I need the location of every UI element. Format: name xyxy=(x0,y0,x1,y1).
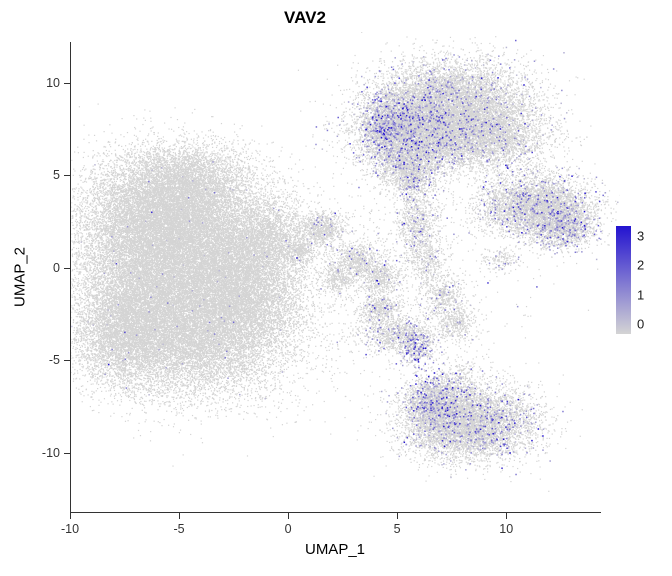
y-tick-mark xyxy=(64,267,70,269)
x-tick-label: 0 xyxy=(284,522,292,536)
legend-tick-label: 3 xyxy=(637,228,645,244)
x-tick-mark xyxy=(179,513,181,519)
x-tick-mark xyxy=(288,513,290,519)
colorbar-gradient xyxy=(616,226,631,334)
x-tick-mark xyxy=(506,513,508,519)
y-tick-label: 0 xyxy=(53,260,60,275)
x-tick-label: 5 xyxy=(393,522,401,536)
legend-tick-label: 1 xyxy=(637,287,645,303)
y-tick-mark xyxy=(64,452,70,454)
x-tick-label: 10 xyxy=(499,522,514,536)
colorbar-legend: 0 1 2 3 xyxy=(616,226,668,334)
x-tick-mark xyxy=(70,513,71,519)
x-tick-label: -5 xyxy=(173,522,185,536)
y-tick-mark xyxy=(64,175,70,177)
legend-tick-label: 0 xyxy=(637,316,645,332)
x-axis-line xyxy=(70,512,601,513)
x-tick-label: -10 xyxy=(60,522,80,536)
y-axis-line xyxy=(70,42,71,513)
y-tick-label: -10 xyxy=(41,445,60,460)
y-tick-label: 10 xyxy=(46,75,60,90)
x-axis-label: UMAP_1 xyxy=(304,541,366,558)
x-tick-mark xyxy=(397,513,399,519)
y-tick-label: 5 xyxy=(53,168,60,183)
y-axis-label: UMAP_2 xyxy=(11,246,29,308)
y-tick-mark xyxy=(64,82,70,84)
y-tick-mark xyxy=(64,360,70,362)
legend-tick-label: 2 xyxy=(637,257,645,273)
y-tick-label: -5 xyxy=(48,353,60,368)
